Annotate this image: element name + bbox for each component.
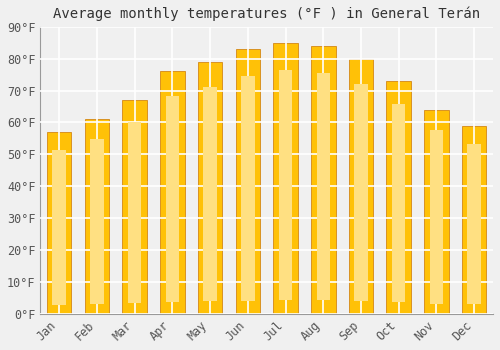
Bar — [166, 96, 179, 302]
Bar — [386, 81, 411, 314]
Title: Average monthly temperatures (°F ) in General Terán: Average monthly temperatures (°F ) in Ge… — [53, 7, 480, 21]
Bar — [462, 126, 486, 314]
Bar — [122, 100, 147, 314]
Bar — [241, 76, 254, 301]
Bar — [204, 87, 217, 301]
Bar — [90, 139, 104, 304]
Bar — [52, 150, 66, 305]
Bar — [160, 71, 184, 314]
Bar — [424, 110, 448, 314]
Bar — [84, 119, 109, 314]
Bar — [316, 73, 330, 301]
Bar — [468, 145, 481, 304]
Bar — [348, 59, 374, 314]
Bar — [128, 121, 141, 303]
Bar — [354, 84, 368, 301]
Bar — [311, 46, 336, 314]
Bar — [274, 43, 298, 314]
Bar — [430, 130, 443, 304]
Bar — [198, 62, 222, 314]
Bar — [392, 104, 406, 302]
Bar — [236, 49, 260, 314]
Bar — [279, 70, 292, 300]
Bar — [47, 132, 72, 314]
